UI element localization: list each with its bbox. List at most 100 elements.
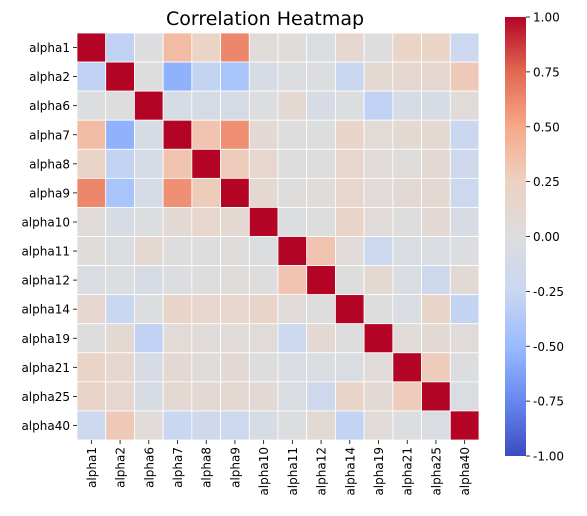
heatmap-cell-alpha6-alpha1 <box>76 90 107 121</box>
heatmap-cell-alpha14-alpha25 <box>421 294 451 325</box>
y-axis-tick-labels: alpha1 alpha2 alpha6 alpha7 alpha8 alpha9 alph… <box>21 41 77 433</box>
heatmap-cell-alpha9-alpha6 <box>134 177 164 208</box>
x-tick-label: alpha2 <box>114 447 128 488</box>
heatmap-cell-alpha25-alpha11 <box>277 381 308 412</box>
heatmap-cell-alpha11-alpha19 <box>363 236 394 266</box>
heatmap-cell-alpha19-alpha10 <box>248 323 279 354</box>
heatmap-cell-alpha10-alpha6 <box>134 207 164 237</box>
heatmap-cell-alpha40-alpha10 <box>248 410 279 441</box>
heatmap-cell-alpha11-alpha11 <box>277 236 308 266</box>
heatmap-cell-alpha40-alpha2 <box>105 410 135 441</box>
y-tick-label: alpha1 <box>29 41 70 55</box>
heatmap-cell-alpha8-alpha14 <box>335 148 365 179</box>
heatmap-cell-alpha25-alpha9 <box>220 381 250 412</box>
heatmap-cell-alpha8-alpha7 <box>162 148 193 179</box>
heatmap-cell-alpha12-alpha25 <box>421 265 451 296</box>
heatmap-cell-alpha12-alpha6 <box>134 265 164 296</box>
heatmap-cell-alpha21-alpha19 <box>363 352 394 383</box>
colorbar-tick-label: 0.00 <box>533 230 560 244</box>
heatmap-cell-alpha6-alpha19 <box>363 90 394 121</box>
heatmap-cell-alpha6-alpha8 <box>191 90 221 121</box>
heatmap-cell-alpha6-alpha25 <box>421 90 451 121</box>
heatmap-cell-alpha14-alpha1 <box>76 294 107 325</box>
heatmap-cell-alpha7-alpha6 <box>134 119 164 150</box>
heatmap-cell-alpha11-alpha6 <box>134 236 164 266</box>
heatmap-cell-alpha19-alpha40 <box>449 323 480 354</box>
heatmap-cell-alpha40-alpha9 <box>220 410 250 441</box>
heatmap-cell-alpha12-alpha19 <box>363 265 394 296</box>
y-tick-label: alpha21 <box>21 361 70 375</box>
x-tick-label: alpha10 <box>257 447 271 496</box>
heatmap-cell-alpha14-alpha8 <box>191 294 221 325</box>
colorbar-tick-label: 1.00 <box>533 11 560 25</box>
heatmap-cell-alpha14-alpha40 <box>449 294 480 325</box>
heatmap-cell-alpha8-alpha12 <box>306 148 336 179</box>
heatmap-cell-alpha1-alpha10 <box>248 32 279 63</box>
x-tick-label: alpha25 <box>429 447 443 496</box>
heatmap-cell-alpha6-alpha12 <box>306 90 336 121</box>
heatmap-cell-alpha40-alpha11 <box>277 410 308 441</box>
x-tick-label: alpha21 <box>401 447 415 496</box>
heatmap-cell-alpha14-alpha7 <box>162 294 193 325</box>
heatmap-cell-alpha19-alpha12 <box>306 323 336 354</box>
heatmap-cell-alpha10-alpha21 <box>392 207 422 237</box>
x-tick-label: alpha1 <box>85 447 99 488</box>
heatmap-cell-alpha19-alpha21 <box>392 323 422 354</box>
heatmap-cell-alpha7-alpha21 <box>392 119 422 150</box>
heatmap-cell-alpha11-alpha21 <box>392 236 422 266</box>
colorbar-tick-label: 0.50 <box>533 120 560 134</box>
heatmap-cell-alpha25-alpha8 <box>191 381 221 412</box>
heatmap-cell-alpha2-alpha40 <box>449 61 480 92</box>
y-tick-label: alpha2 <box>29 70 70 84</box>
heatmap-cell-alpha40-alpha40 <box>449 410 480 441</box>
heatmap-cell-alpha10-alpha10 <box>248 207 279 237</box>
heatmap-cell-alpha21-alpha14 <box>335 352 365 383</box>
heatmap-cell-alpha40-alpha21 <box>392 410 422 441</box>
x-tick-label: alpha40 <box>458 447 472 496</box>
heatmap-cell-alpha8-alpha2 <box>105 148 135 179</box>
heatmap-cell-alpha11-alpha9 <box>220 236 250 266</box>
x-tick-label: alpha12 <box>315 447 329 496</box>
heatmap-cell-alpha12-alpha12 <box>306 265 336 296</box>
heatmap-cell-alpha2-alpha14 <box>335 61 365 92</box>
heatmap-cell-alpha6-alpha40 <box>449 90 480 121</box>
heatmap-cell-alpha9-alpha2 <box>105 177 135 208</box>
heatmap-cell-alpha10-alpha2 <box>105 207 135 237</box>
heatmap-cell-alpha21-alpha10 <box>248 352 279 383</box>
heatmap-cell-alpha7-alpha25 <box>421 119 451 150</box>
y-tick-label: alpha14 <box>21 303 70 317</box>
heatmap-cell-alpha21-alpha21 <box>392 352 422 383</box>
heatmap-cell-alpha19-alpha14 <box>335 323 365 354</box>
heatmap-cell-alpha21-alpha9 <box>220 352 250 383</box>
heatmap-cell-alpha7-alpha7 <box>162 119 193 150</box>
heatmap-cell-alpha40-alpha19 <box>363 410 394 441</box>
heatmap-cell-alpha6-alpha9 <box>220 90 250 121</box>
heatmap-cell-alpha11-alpha8 <box>191 236 221 266</box>
y-tick-label: alpha12 <box>21 274 70 288</box>
heatmap-cell-alpha8-alpha25 <box>421 148 451 179</box>
heatmap-cell-alpha40-alpha12 <box>306 410 336 441</box>
heatmap-cell-alpha11-alpha40 <box>449 236 480 266</box>
heatmap-cell-alpha40-alpha1 <box>76 410 107 441</box>
heatmap-cell-alpha7-alpha11 <box>277 119 308 150</box>
heatmap-cell-alpha9-alpha40 <box>449 177 480 208</box>
heatmap-cell-alpha7-alpha9 <box>220 119 250 150</box>
heatmap-cell-alpha19-alpha2 <box>105 323 135 354</box>
heatmap-cell-alpha21-alpha8 <box>191 352 221 383</box>
heatmap-cell-alpha21-alpha7 <box>162 352 193 383</box>
heatmap-cell-alpha40-alpha7 <box>162 410 193 441</box>
heatmap-cell-alpha9-alpha14 <box>335 177 365 208</box>
heatmap-cell-alpha1-alpha7 <box>162 32 193 63</box>
heatmap-cell-alpha6-alpha21 <box>392 90 422 121</box>
heatmap-cell-alpha10-alpha25 <box>421 207 451 237</box>
heatmap-cell-alpha8-alpha40 <box>449 148 480 179</box>
heatmap-cell-alpha21-alpha11 <box>277 352 308 383</box>
heatmap-cell-alpha14-alpha2 <box>105 294 135 325</box>
heatmap-cell-alpha1-alpha14 <box>335 32 365 63</box>
heatmap-cell-alpha10-alpha1 <box>76 207 107 237</box>
heatmap-cell-alpha6-alpha10 <box>248 90 279 121</box>
heatmap-cell-alpha1-alpha19 <box>363 32 394 63</box>
colorbar-ticks: -1.00 -0.75 -0.50 -0.25 0.00 0.25 0.50 0.75 1.00 <box>526 11 564 464</box>
heatmap-cell-alpha9-alpha7 <box>162 177 193 208</box>
